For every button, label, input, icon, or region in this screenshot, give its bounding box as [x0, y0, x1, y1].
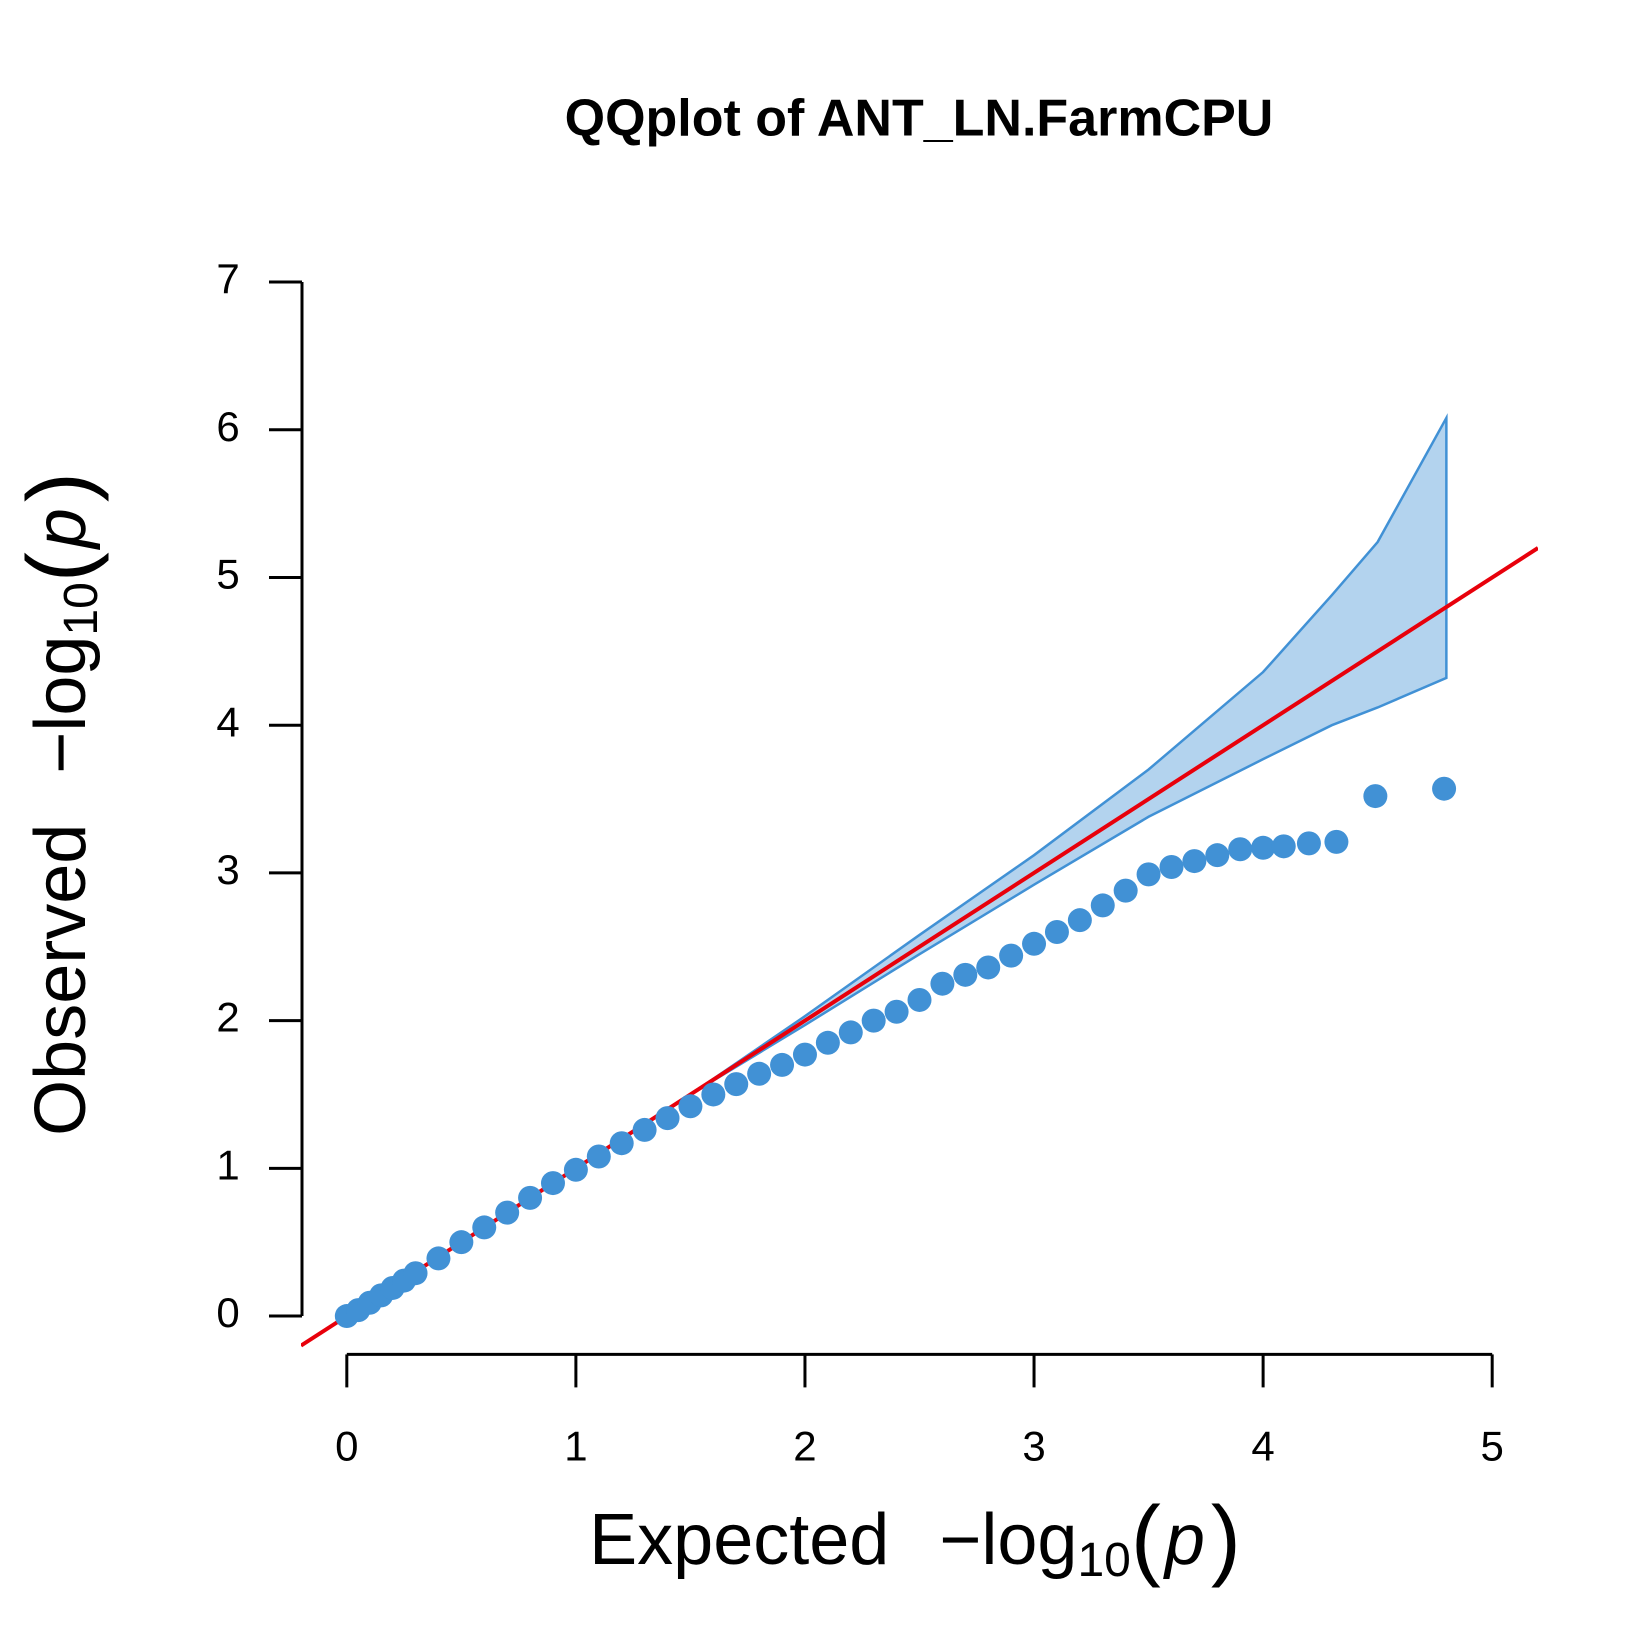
- qq-point: [1090, 893, 1115, 918]
- qq-point: [518, 1185, 543, 1210]
- qq-point: [1205, 843, 1230, 868]
- x-axis-label-part: Expected: [589, 1500, 889, 1580]
- y-axis-label: Observed −log10(p): [10, 472, 110, 1136]
- qq-point: [838, 1020, 863, 1045]
- x-tick-label: 4: [1251, 1422, 1274, 1469]
- y-tick-label: 6: [216, 403, 239, 450]
- qq-point: [884, 999, 909, 1024]
- qq-point: [632, 1117, 657, 1142]
- qq-point: [609, 1131, 634, 1156]
- y-tick-label: 2: [216, 994, 239, 1041]
- y-tick-label: 7: [216, 255, 239, 302]
- confidence-band: [689, 413, 1448, 1096]
- qq-point: [1228, 837, 1253, 862]
- axes: 0 1 2 3 4 5 0 1 2 3 4 5 6 7: [216, 255, 1504, 1469]
- qq-point: [907, 987, 932, 1012]
- qq-point: [540, 1171, 565, 1196]
- qq-point: [1296, 831, 1321, 856]
- qq-point: [930, 971, 955, 996]
- qq-point: [792, 1042, 817, 1067]
- qq-point: [999, 943, 1024, 968]
- qq-point: [724, 1072, 749, 1097]
- y-axis-label-part: 10: [55, 582, 108, 635]
- qq-point: [1113, 878, 1138, 903]
- qq-point: [403, 1261, 428, 1286]
- qq-point: [1067, 908, 1092, 933]
- qq-point: [1363, 784, 1388, 809]
- qq-point: [563, 1157, 588, 1182]
- qq-point: [1251, 835, 1276, 860]
- qq-point: [953, 962, 978, 987]
- chart-title: QQplot of ANT_LN.FarmCPU: [565, 90, 1274, 148]
- qq-point: [861, 1008, 886, 1033]
- qq-point: [770, 1052, 795, 1077]
- plot-area: [301, 413, 1538, 1348]
- y-axis-label-part: p: [21, 508, 101, 550]
- x-tick-label: 3: [1022, 1422, 1045, 1469]
- qq-point: [1182, 849, 1207, 874]
- qq-point: [472, 1215, 497, 1240]
- qq-point: [426, 1246, 451, 1271]
- y-axis-label-part: −log: [21, 636, 101, 774]
- qq-point: [655, 1106, 680, 1131]
- qq-point: [1022, 931, 1047, 956]
- qq-point: [495, 1200, 520, 1225]
- qq-point: [586, 1144, 611, 1169]
- x-tick-label: 1: [564, 1422, 587, 1469]
- x-axis-label-part: ): [1211, 1489, 1241, 1589]
- qq-point: [701, 1082, 726, 1107]
- y-tick-label: 0: [216, 1289, 239, 1336]
- x-axis-label-part: −log: [939, 1500, 1077, 1580]
- qq-point: [1324, 829, 1349, 854]
- y-tick-label: 3: [216, 846, 239, 893]
- y-tick-label: 4: [216, 698, 239, 745]
- x-tick-label: 0: [335, 1422, 358, 1469]
- qq-point: [815, 1030, 840, 1055]
- x-tick-label: 2: [793, 1422, 816, 1469]
- qq-point: [678, 1094, 703, 1119]
- qq-point: [976, 955, 1001, 980]
- qq-point: [1136, 862, 1161, 887]
- y-tick-label: 5: [216, 551, 239, 598]
- y-axis-label-part: ): [10, 472, 110, 502]
- qq-point: [747, 1061, 772, 1086]
- qq-point: [1432, 776, 1457, 801]
- x-axis-label-part: p: [1163, 1500, 1205, 1580]
- x-axis-label: Expected −log10(p): [589, 1489, 1241, 1589]
- x-axis-label-part: 10: [1077, 1534, 1130, 1587]
- y-axis-label-part: (: [10, 552, 110, 582]
- y-tick-label: 1: [216, 1141, 239, 1188]
- qq-point: [1159, 854, 1184, 879]
- qq-point: [1271, 834, 1296, 859]
- qq-point: [449, 1230, 474, 1255]
- y-axis-label-part: Observed: [21, 824, 101, 1136]
- qq-point: [1044, 919, 1069, 944]
- x-axis-label-part: (: [1131, 1489, 1161, 1589]
- x-tick-label: 5: [1481, 1422, 1504, 1469]
